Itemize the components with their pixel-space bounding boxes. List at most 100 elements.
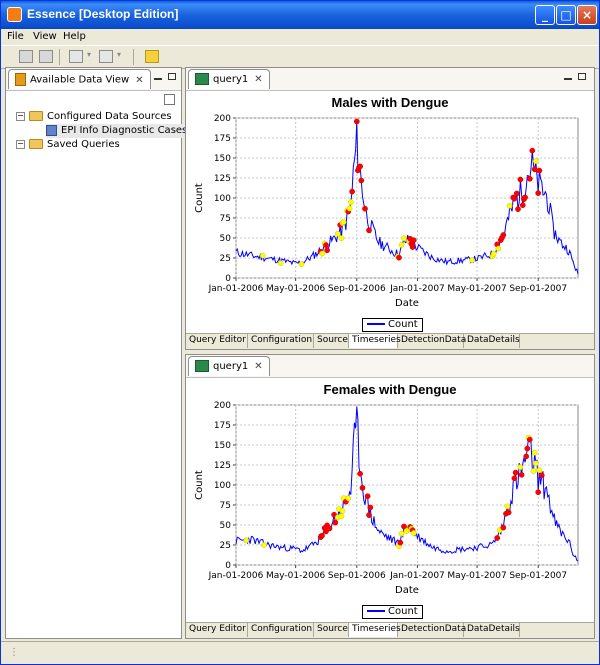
alert-marker [494,535,501,541]
alert-marker [522,194,528,201]
menu-file[interactable]: File [7,31,24,42]
alert-marker [396,254,402,261]
alert-marker [511,195,518,202]
alert-marker [526,175,533,182]
forward-icon[interactable] [99,50,113,63]
alert-marker [526,436,533,443]
y-axis-label: Count [194,470,205,500]
y-tick-label: 75 [220,501,231,511]
back-icon[interactable] [69,50,83,63]
maximize-button[interactable]: □ [556,5,576,25]
x-tick-label: Jan-01-2007 [389,571,445,581]
tab-source[interactable]: Source [314,334,349,348]
x-tick-label: May-01-2007 [447,284,506,294]
menu-bar: File View Help [1,29,599,45]
warning-marker [277,260,284,266]
alert-marker [358,177,365,184]
tab-timeseries[interactable]: Timeseries [349,334,401,348]
tab-label: query1 [213,361,249,372]
collapse-icon[interactable]: − [16,138,25,149]
window-title: Essence [Desktop Edition] [27,7,179,21]
tab-available-data-view[interactable]: Available Data View ✕ [8,69,151,89]
alert-marker [332,519,339,526]
tree-item-saved[interactable]: − Saved Queries [16,138,120,152]
y-tick-label: 0 [225,561,231,571]
title-bar[interactable]: Essence [Desktop Edition] _ □ × [1,1,599,29]
minimize-view-icon[interactable] [154,73,162,80]
editor-panel-females: query1 ✕ Females with Dengue 0 25 50 75 100 12… [185,354,595,639]
menu-view[interactable]: View [33,31,57,42]
tab-query1[interactable]: query1 ✕ [188,356,270,376]
y-tick-label: 50 [220,521,232,531]
tab-detectiondata[interactable]: DetectionData [398,334,466,348]
data-source-icon [46,124,57,136]
close-tab-icon[interactable]: ✕ [254,361,263,372]
x-tick-label: Jan-01-2006 [208,284,264,294]
warning-marker [261,542,267,548]
maximize-view-icon[interactable] [578,73,586,80]
tab-timeseries[interactable]: Timeseries [349,623,401,637]
y-axis-label: Count [194,183,205,213]
x-tick-label: Sep-01-2006 [328,571,386,581]
chart-icon [195,73,209,85]
alert-marker [529,147,536,154]
close-tab-icon[interactable]: ✕ [135,74,144,86]
save-icon[interactable] [19,50,33,63]
alert-marker [366,512,372,518]
editor-bottom-tabs: Query Editor Configuration Source Timeserie… [186,333,594,349]
alert-marker [410,237,417,244]
forward-dropdown-icon[interactable]: ▾ [117,50,122,59]
x-axis-label: Date [395,585,419,596]
alert-marker [535,489,542,496]
back-dropdown-icon[interactable]: ▾ [87,50,92,59]
tab-datadetails[interactable]: DataDetails [464,334,520,348]
left-panel-tab-header: Available Data View ✕ [6,68,181,91]
alert-marker [366,227,372,234]
open-perspective-icon[interactable] [145,50,159,63]
maximize-view-icon[interactable] [168,73,176,80]
tab-source[interactable]: Source [314,623,349,637]
save-all-icon[interactable] [39,50,53,63]
tab-datadetails[interactable]: DataDetails [464,623,520,637]
warning-marker [490,250,497,257]
tab-configuration[interactable]: Configuration [248,334,314,348]
x-tick-label: Jan-01-2007 [389,284,445,294]
tab-configuration[interactable]: Configuration [248,623,314,637]
tab-query-editor[interactable]: Query Editor [186,623,248,637]
tree-item-data-source[interactable]: EPI Info Diagnostic Cases [46,124,188,138]
warning-marker [495,245,502,252]
tree-item-configured[interactable]: − Configured Data Sources [16,110,172,124]
close-tab-icon[interactable]: ✕ [254,74,263,85]
warning-marker [532,460,539,467]
alert-marker [515,206,521,212]
x-tick-label: Jan-01-2006 [208,571,264,581]
warning-marker [259,252,266,259]
close-button[interactable]: × [577,5,597,25]
tab-query1[interactable]: query1 ✕ [188,69,270,89]
y-tick-label: 175 [214,421,231,431]
new-item-icon[interactable] [164,94,175,105]
collapse-icon[interactable]: − [16,110,25,121]
tab-detectiondata[interactable]: DetectionData [398,623,466,637]
alert-marker [359,485,366,491]
minimize-button[interactable]: _ [535,5,555,25]
tab-query-editor[interactable]: Query Editor [186,334,248,348]
editor-tab-header: query1 ✕ [186,68,594,91]
alert-marker [513,190,520,197]
alert-marker [401,523,407,530]
x-axis-label: Date [395,298,419,309]
chart-legend: Count [362,318,423,332]
tab-label: query1 [213,74,249,85]
alert-marker [357,470,363,477]
x-tick-label: May-01-2006 [266,571,326,581]
menu-help[interactable]: Help [63,31,86,42]
alert-marker [357,163,363,170]
warning-marker [347,199,354,205]
minimize-view-icon[interactable] [564,73,572,80]
y-tick-label: 125 [214,174,231,184]
legend-label: Count [388,606,418,617]
alert-marker [324,247,330,254]
warning-marker [410,530,417,536]
